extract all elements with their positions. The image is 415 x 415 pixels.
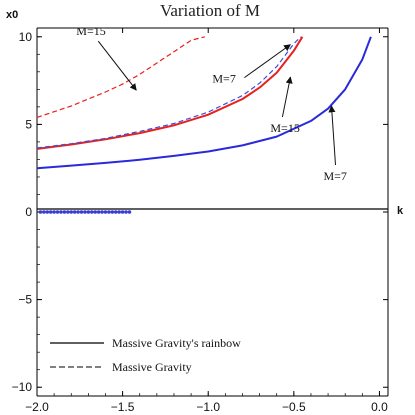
annotation-arrow: [328, 105, 336, 166]
legend-entry-rainbow: Massive Gravity's rainbow: [112, 336, 241, 350]
annotation-arrow: [244, 44, 291, 79]
series-4-point: [117, 210, 121, 214]
series-2-line: [36, 36, 302, 149]
x-tick-label: −1.0: [196, 400, 220, 414]
series-4-point: [55, 210, 60, 214]
annotation-arrow: [281, 76, 293, 118]
y-tick-label: 0: [25, 205, 32, 219]
series-4-point: [86, 210, 91, 214]
series-4-point: [72, 210, 77, 214]
series-4-point: [76, 210, 80, 214]
series-4-point: [66, 210, 70, 214]
y-tick-label: −10: [12, 380, 33, 394]
annotation-label: M=7: [212, 72, 235, 86]
x-tick-label: −1.5: [111, 400, 135, 414]
series-4-point: [113, 210, 118, 214]
x-tick-label: −2.0: [25, 400, 49, 414]
y-ticks: 10 5 0 −5 −10: [12, 30, 388, 394]
series-4-point: [89, 210, 94, 214]
y-tick-label: −5: [18, 293, 32, 307]
series-4-point: [107, 210, 111, 214]
annotation-arrow: [97, 40, 137, 91]
y-tick-label: 5: [25, 117, 32, 131]
annotation-layer: M=15 M=7 M=15 M=7: [76, 24, 347, 183]
series-3-line: [36, 36, 205, 118]
series-4-point: [127, 210, 132, 214]
series-4-point: [100, 210, 104, 214]
series-4-point: [93, 210, 98, 214]
legend-entry-massive-gravity: Massive Gravity: [112, 360, 192, 374]
series-4-point: [96, 210, 101, 214]
x-tick-label: 0.0: [371, 400, 388, 414]
series-4-point: [124, 210, 128, 214]
series-1-line: [36, 36, 304, 150]
series-layer: [36, 36, 372, 214]
series-4-point: [69, 210, 74, 214]
annotation-label: M=15: [76, 24, 105, 38]
series-4-point: [110, 210, 115, 214]
series-4-point: [52, 210, 56, 214]
series-4-point: [38, 210, 43, 214]
legend: Massive Gravity's rainbow Massive Gravit…: [50, 336, 241, 374]
series-4-point: [103, 210, 108, 214]
series-0-line: [36, 36, 372, 170]
series-4-point: [42, 210, 46, 214]
y-axis-label: x0: [6, 9, 18, 21]
x-ticks: −2.0 −1.5 −1.0 −0.5 0.0: [25, 28, 388, 414]
series-4-point: [83, 210, 87, 214]
series-4-point: [45, 210, 50, 214]
chart-title: Variation of M: [160, 1, 260, 20]
x-tick-label: −0.5: [282, 400, 306, 414]
y-tick-label: 10: [19, 30, 33, 44]
annotation-label: M=7: [323, 169, 346, 183]
series-4-point: [48, 210, 53, 214]
x-axis-label: k: [397, 205, 404, 217]
annotation-label: M=15: [270, 121, 299, 135]
series-4-point: [59, 210, 63, 214]
series-4-point: [79, 210, 84, 214]
series-4-point: [120, 210, 125, 214]
series-4-point: [62, 210, 67, 214]
